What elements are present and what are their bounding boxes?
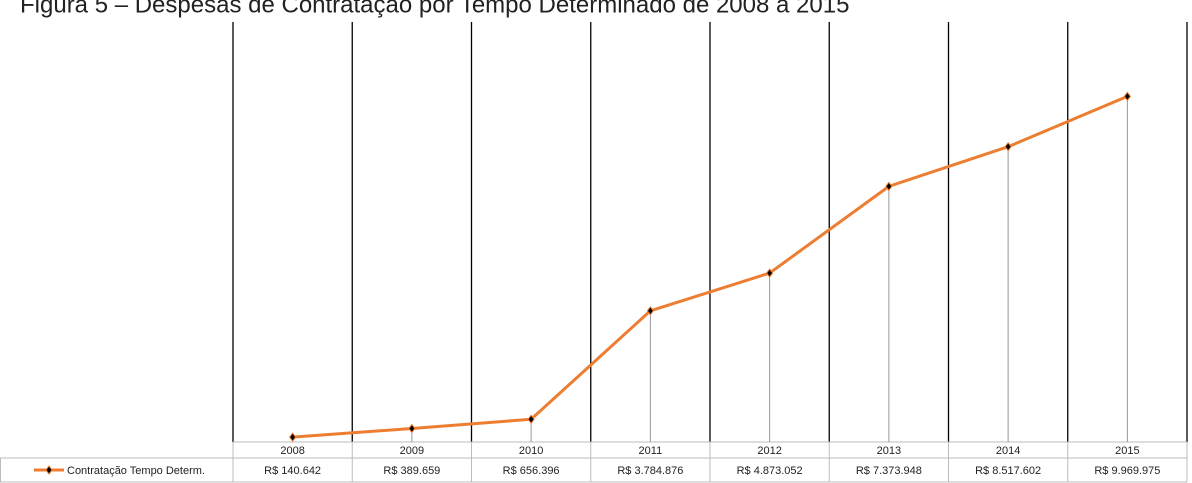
- x-tick-label: 2014: [996, 445, 1020, 457]
- data-table-value: R$ 7.373.948: [856, 465, 922, 477]
- data-table-value: R$ 389.659: [383, 465, 440, 477]
- data-marker: [289, 432, 297, 442]
- chart-title: Figura 5 – Despesas de Contratação por T…: [20, 0, 849, 18]
- x-tick-label: 2009: [400, 445, 424, 457]
- data-table-value: R$ 9.969.975: [1094, 465, 1160, 477]
- data-marker: [408, 423, 416, 434]
- data-table-value: R$ 8.517.602: [975, 465, 1041, 477]
- data-table-value: R$ 656.396: [503, 465, 560, 477]
- data-table-value: R$ 3.784.876: [617, 465, 683, 477]
- data-marker: [885, 181, 893, 192]
- x-tick-label: 2011: [639, 445, 663, 457]
- x-tick-label: 2012: [757, 445, 781, 457]
- x-tick-label: 2010: [519, 445, 543, 457]
- data-table-value: R$ 4.873.052: [737, 465, 803, 477]
- data-table-value: R$ 140.642: [264, 465, 321, 477]
- series-line: [292, 94, 1128, 439]
- legend-label: Contratação Tempo Determ.: [67, 465, 205, 477]
- x-tick-label: 2013: [877, 445, 901, 457]
- data-marker: [527, 414, 535, 425]
- data-marker: [1004, 141, 1012, 152]
- data-marker: [766, 268, 774, 278]
- x-tick-label: 2015: [1115, 445, 1139, 457]
- x-tick-label: 2008: [280, 445, 304, 457]
- data-marker: [646, 305, 654, 316]
- legend-marker: [45, 465, 53, 475]
- data-marker: [1123, 91, 1132, 102]
